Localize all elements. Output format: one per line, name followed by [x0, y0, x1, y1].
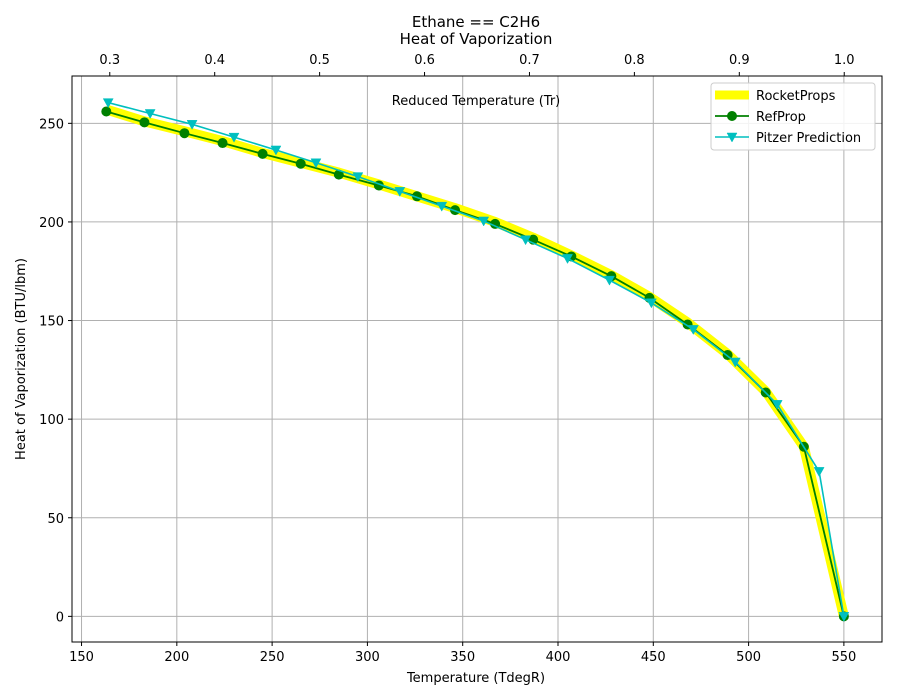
x-tick-label: 250 — [260, 650, 285, 665]
legend: RocketProps RefProp Pitzer Prediction — [710, 82, 876, 151]
data-point-1 — [101, 106, 112, 117]
legend-marker — [727, 111, 737, 121]
series-layer — [101, 98, 850, 622]
top-x-tick-label: 0.3 — [99, 53, 120, 68]
data-point-2 — [838, 612, 850, 622]
data-point-2 — [270, 145, 282, 156]
y-axis-label: Heat of Vaporization (BTU/lbm) — [14, 258, 29, 460]
top-x-tick-label: 0.9 — [729, 53, 750, 68]
legend-marker — [726, 132, 738, 143]
data-point-2 — [352, 172, 364, 183]
plot-background — [72, 76, 882, 642]
data-point-2 — [186, 120, 198, 130]
data-point-1 — [217, 138, 228, 149]
data-point-2 — [436, 201, 448, 212]
data-point-2 — [144, 109, 156, 119]
legend-label: RefProp — [756, 110, 806, 125]
grid — [72, 76, 882, 642]
top-x-tick-label: 0.4 — [204, 53, 225, 68]
y-tick-label: 50 — [47, 512, 64, 527]
ticks: 150 200 250 300 350 400 450 500 550 0 50 100 150 200 2… — [39, 53, 856, 665]
x-tick-label: 300 — [355, 650, 380, 665]
data-point-1 — [179, 128, 190, 139]
data-point-2 — [687, 325, 699, 335]
x-axis-label: Temperature (TdegR) — [406, 671, 545, 686]
chart-subtitle: Heat of Vaporization — [400, 30, 553, 48]
x-tick-label: 400 — [546, 650, 571, 665]
legend-label: RocketProps — [756, 89, 836, 104]
y-tick-label: 150 — [39, 315, 64, 330]
top-x-tick-label: 0.8 — [624, 53, 645, 68]
top-x-tick-label: 0.6 — [414, 53, 435, 68]
data-point-2 — [645, 298, 657, 309]
series-line-0 — [104, 104, 849, 618]
data-point-2 — [228, 132, 240, 143]
x-tick-label: 450 — [641, 650, 666, 665]
data-point-2 — [102, 98, 114, 109]
x-tick-label: 550 — [831, 650, 856, 665]
data-point-1 — [295, 158, 306, 169]
legend-label: Pitzer Prediction — [756, 131, 861, 146]
data-point-2 — [813, 467, 825, 477]
x-tick-label: 150 — [69, 650, 94, 665]
data-point-2 — [562, 254, 573, 264]
legend-box — [710, 82, 876, 151]
data-point-1 — [139, 117, 150, 128]
data-point-2 — [604, 275, 615, 286]
data-point-2 — [771, 400, 783, 410]
top-x-tick-label: 0.7 — [519, 53, 540, 68]
top-x-axis-label: Reduced Temperature (Tr) — [392, 94, 560, 109]
top-x-tick-label: 0.5 — [309, 53, 330, 68]
data-point-2 — [729, 357, 741, 368]
data-point-2 — [520, 235, 532, 246]
chart-title: Ethane == C2H6 — [412, 13, 540, 31]
data-point-2 — [478, 216, 490, 227]
y-tick-label: 100 — [39, 413, 64, 428]
y-tick-label: 0 — [56, 610, 64, 625]
top-x-tick-label: 1.0 — [834, 53, 855, 68]
x-tick-label: 200 — [164, 650, 189, 665]
x-tick-label: 350 — [450, 650, 475, 665]
y-tick-label: 250 — [39, 117, 64, 132]
data-point-1 — [257, 148, 268, 159]
data-point-2 — [394, 187, 406, 197]
data-point-2 — [310, 158, 322, 169]
plot-frame — [71, 75, 883, 643]
x-tick-label: 500 — [736, 650, 761, 665]
y-tick-label: 200 — [39, 216, 64, 231]
